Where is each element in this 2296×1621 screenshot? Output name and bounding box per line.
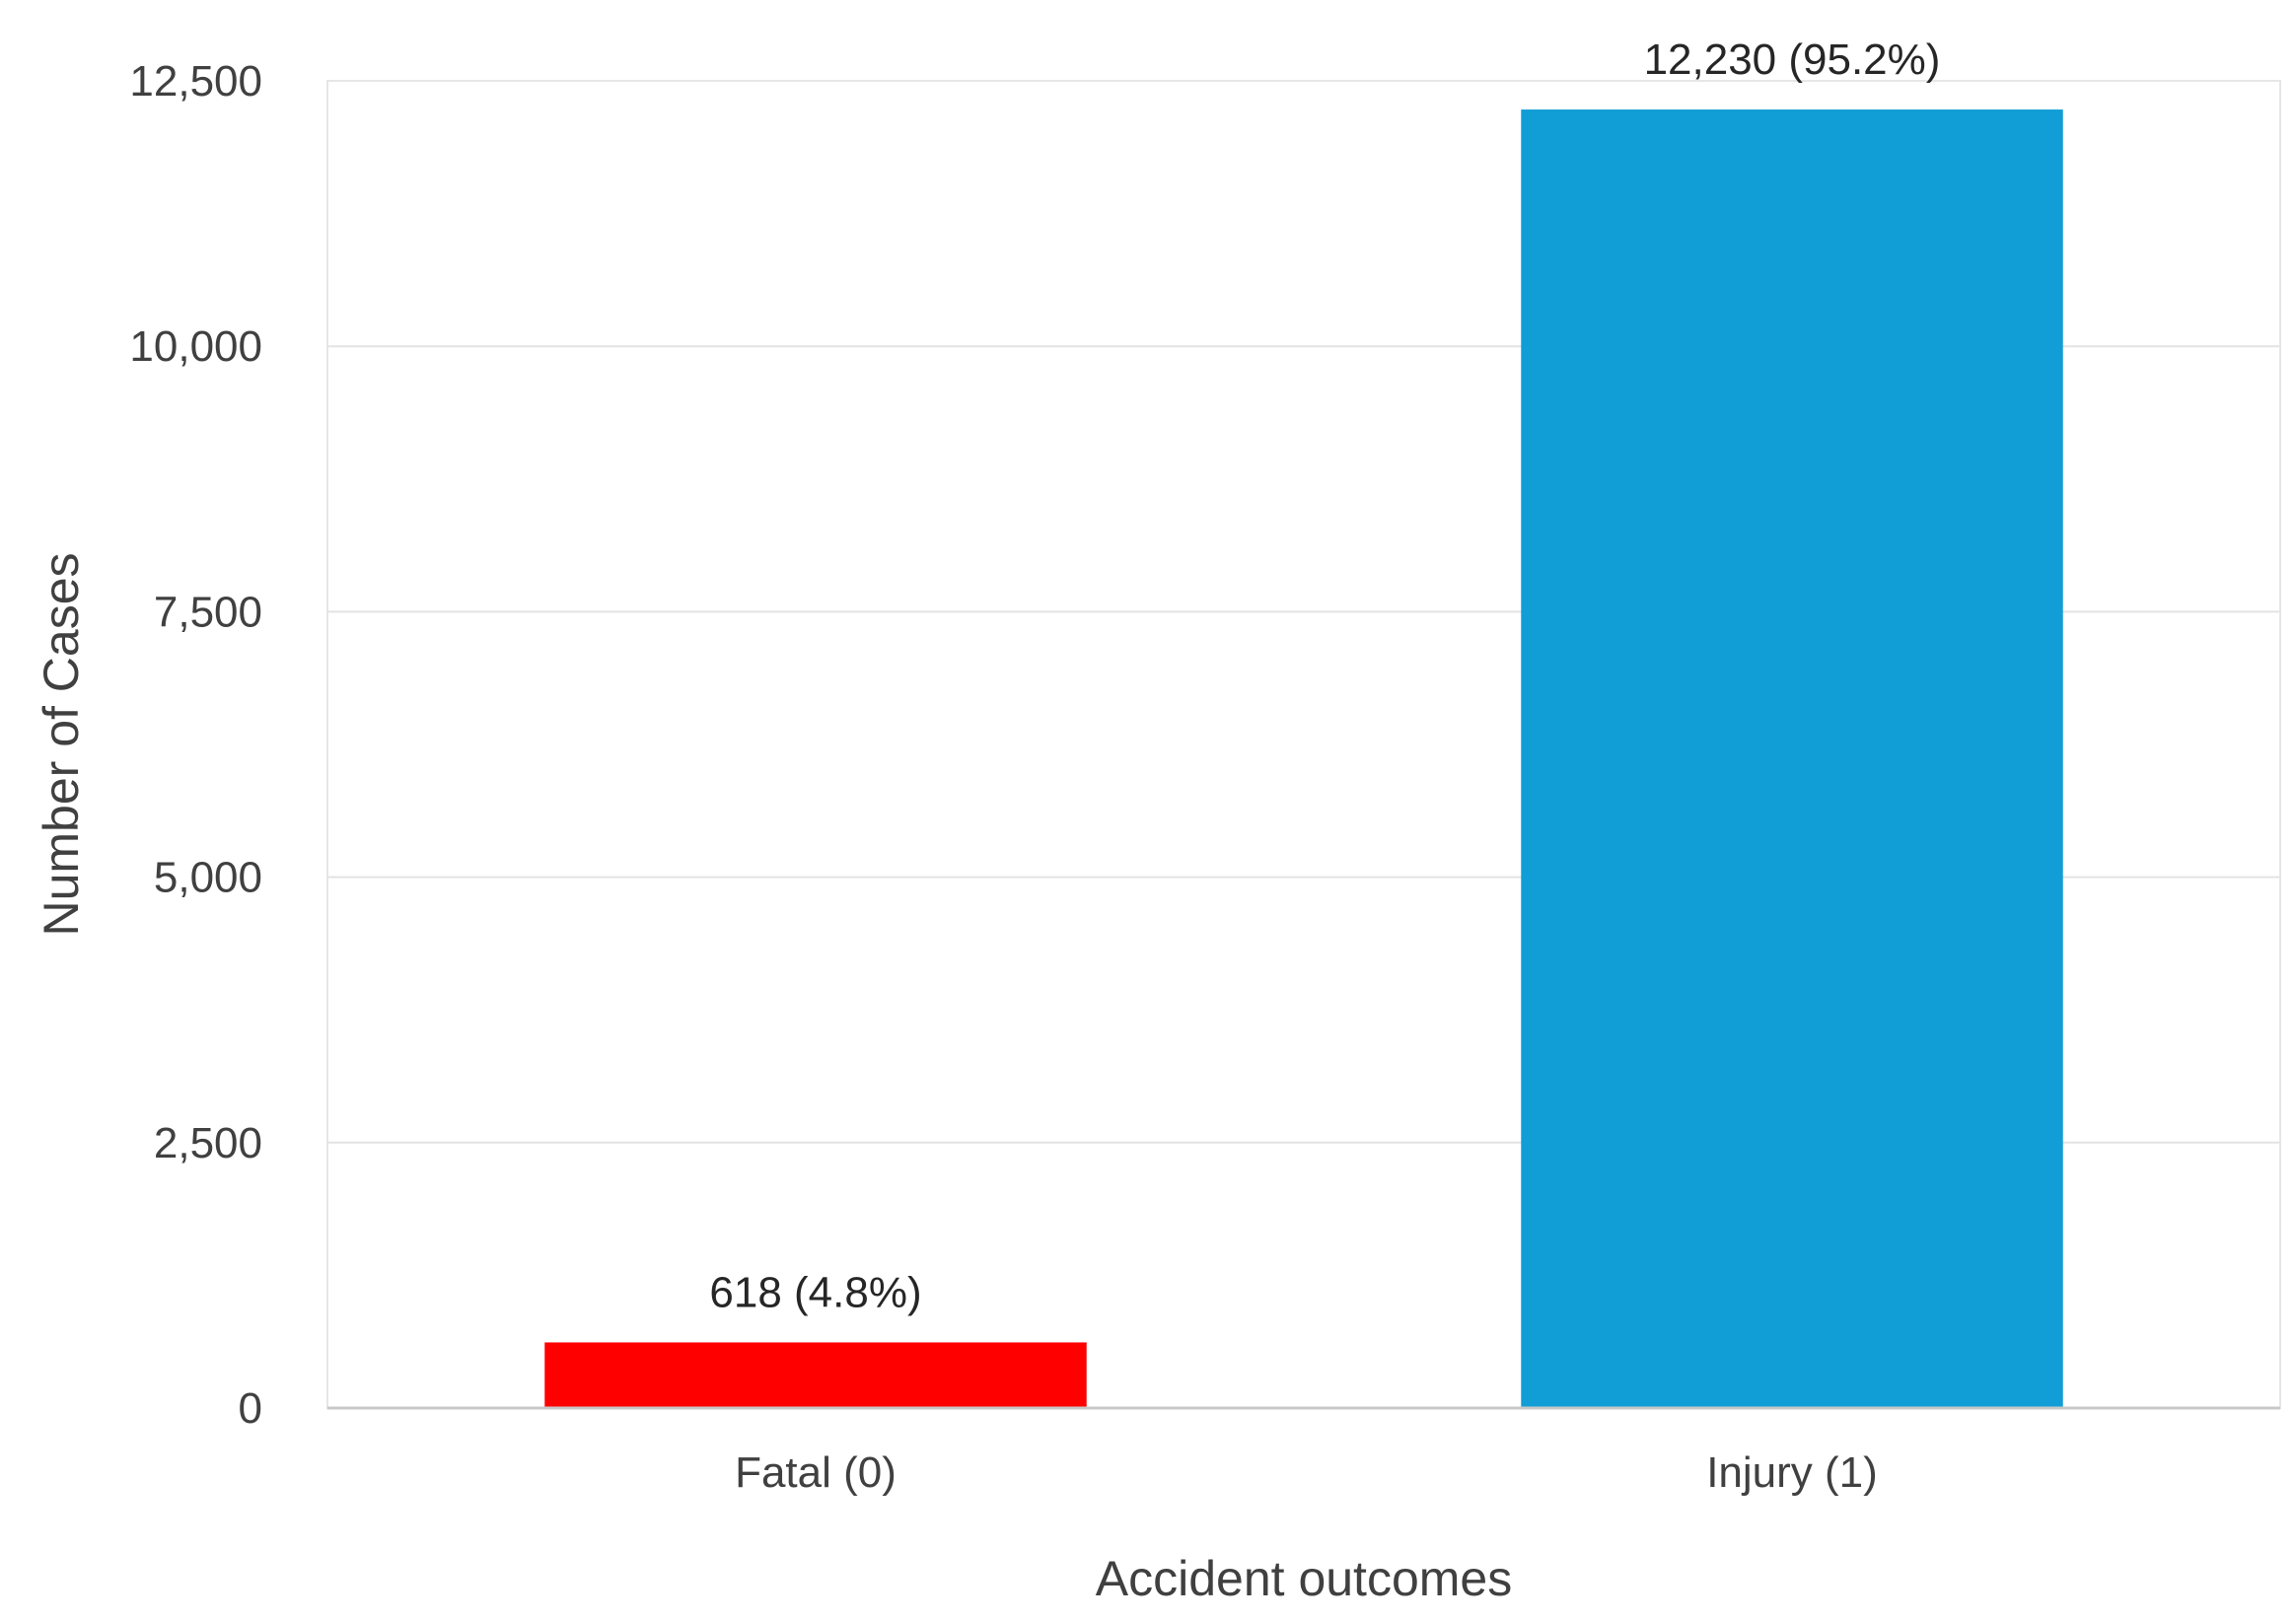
x-category-label: Injury (1) [1706,1448,1878,1497]
y-axis-title: Number of Cases [34,552,89,936]
bar [1521,109,2063,1408]
x-axis-title: Accident outcomes [1096,1551,1512,1606]
x-category-labels: Fatal (0) Injury (1) [735,1448,1878,1497]
y-tick-label: 10,000 [129,322,262,371]
x-category-label: Fatal (0) [735,1448,897,1497]
bar [544,1342,1087,1408]
y-tick-label: 7,500 [154,588,262,636]
data-label: 12,230 (95.2%) [1644,35,1941,84]
y-tick-label: 0 [239,1384,262,1433]
y-tick-labels: 0 2,500 5,000 7,500 10,000 12,500 [129,57,262,1433]
y-tick-label: 5,000 [154,854,262,902]
y-tick-label: 2,500 [154,1119,262,1167]
data-labels: 618 (4.8%) 12,230 (95.2%) [709,35,1940,1316]
bars [544,109,2063,1408]
data-label: 618 (4.8%) [709,1268,921,1316]
y-tick-label: 12,500 [129,57,262,106]
